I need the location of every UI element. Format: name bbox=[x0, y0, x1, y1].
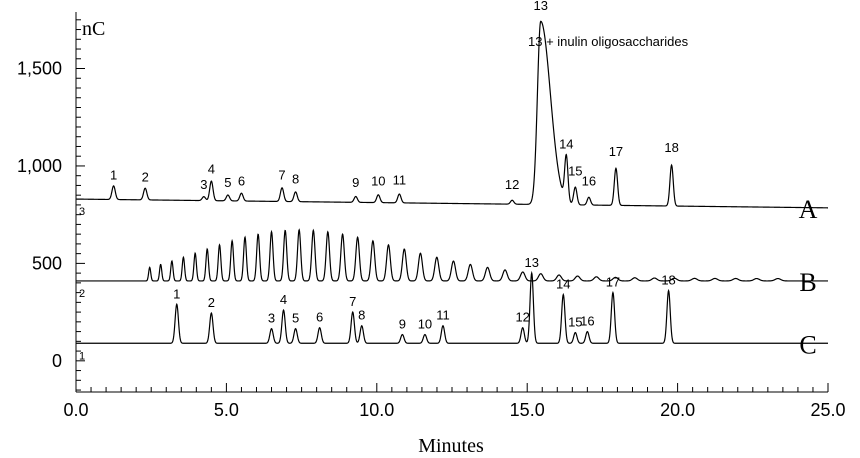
peak-label-C-14: 14 bbox=[556, 277, 570, 292]
peak-label-A-3: 3 bbox=[200, 177, 207, 192]
peak-label-A-13: 13 bbox=[534, 0, 548, 13]
peak-label-C-9: 9 bbox=[399, 317, 406, 332]
trace-number-C: 1 bbox=[79, 350, 85, 362]
x-tick-label: 25.0 bbox=[810, 400, 845, 420]
x-axis-title: Minutes bbox=[418, 435, 484, 457]
peak-label-C-2: 2 bbox=[208, 295, 215, 310]
peak-label-C-7: 7 bbox=[349, 294, 356, 309]
peak-label-C-16: 16 bbox=[580, 314, 594, 329]
trace-C bbox=[76, 270, 828, 344]
peak-label-C-6: 6 bbox=[316, 310, 323, 325]
peak-label-A-1: 1 bbox=[110, 167, 117, 182]
peak-label-A-16: 16 bbox=[582, 173, 596, 188]
x-tick-label: 15.0 bbox=[510, 400, 545, 420]
trace-B bbox=[76, 228, 828, 282]
peak-label-C-11: 11 bbox=[436, 308, 450, 323]
trace-A bbox=[76, 20, 829, 209]
x-ticks: 0.0 5.0 10.0 15.0 20.0 25.0 bbox=[63, 383, 846, 420]
peak-label-C-15: 15 bbox=[568, 315, 582, 330]
y-tick-label: 0 bbox=[52, 351, 62, 371]
trace-letter-C: C bbox=[799, 330, 816, 359]
trace-number-B: 2 bbox=[79, 288, 85, 300]
peak-label-C-12: 12 bbox=[515, 310, 529, 325]
trace-letter-A: A bbox=[799, 195, 818, 224]
peak-label-A-10: 10 bbox=[371, 173, 385, 188]
x-tick-label: 0.0 bbox=[63, 400, 88, 420]
peak-label-C-8: 8 bbox=[358, 308, 365, 323]
peak-label-A-15: 15 bbox=[568, 164, 582, 179]
peak-label-A-7: 7 bbox=[278, 167, 285, 182]
peak-label-C-13: 13 bbox=[524, 255, 538, 270]
peak-label-A-9: 9 bbox=[352, 175, 359, 190]
x-tick-label: 20.0 bbox=[660, 400, 695, 420]
trace-number-A: 3 bbox=[79, 206, 85, 218]
peak-label-C-18: 18 bbox=[661, 273, 675, 288]
peak-label-A-2: 2 bbox=[142, 169, 149, 184]
peak-label-A-18: 18 bbox=[664, 140, 678, 155]
x-tick-label: 10.0 bbox=[359, 400, 394, 420]
peak-label-C-1: 1 bbox=[173, 286, 180, 301]
peak-label-A-17: 17 bbox=[609, 144, 623, 159]
peak-label-C-10: 10 bbox=[418, 317, 432, 332]
peak-label-A-6: 6 bbox=[238, 173, 245, 188]
peak-label-C-3: 3 bbox=[268, 311, 275, 326]
y-axis-unit: nC bbox=[82, 18, 105, 40]
peak-label-A-12: 12 bbox=[505, 177, 519, 192]
y-ticks: 0 500 1,000 1,500 bbox=[17, 19, 85, 391]
axes bbox=[75, 12, 828, 393]
y-tick-label: 1,500 bbox=[17, 59, 62, 79]
traces bbox=[76, 20, 829, 344]
peak-label-C-5: 5 bbox=[292, 311, 299, 326]
x-tick-label: 5.0 bbox=[214, 400, 239, 420]
peak-label-A-14: 14 bbox=[559, 136, 573, 151]
y-tick-label: 1,000 bbox=[17, 156, 62, 176]
y-tick-label: 500 bbox=[32, 253, 62, 273]
peak-label-C-4: 4 bbox=[280, 292, 287, 307]
peak-label-A-8: 8 bbox=[292, 171, 299, 186]
trace-letter-B: B bbox=[799, 268, 816, 297]
peak-label-C-17: 17 bbox=[606, 275, 620, 290]
peak-label-A-5: 5 bbox=[224, 175, 231, 190]
peak-label-A-11: 11 bbox=[393, 172, 407, 187]
peak-13-annotation: 13 + inulin oligosaccharides bbox=[528, 34, 689, 49]
peak-label-A-4: 4 bbox=[208, 162, 215, 177]
